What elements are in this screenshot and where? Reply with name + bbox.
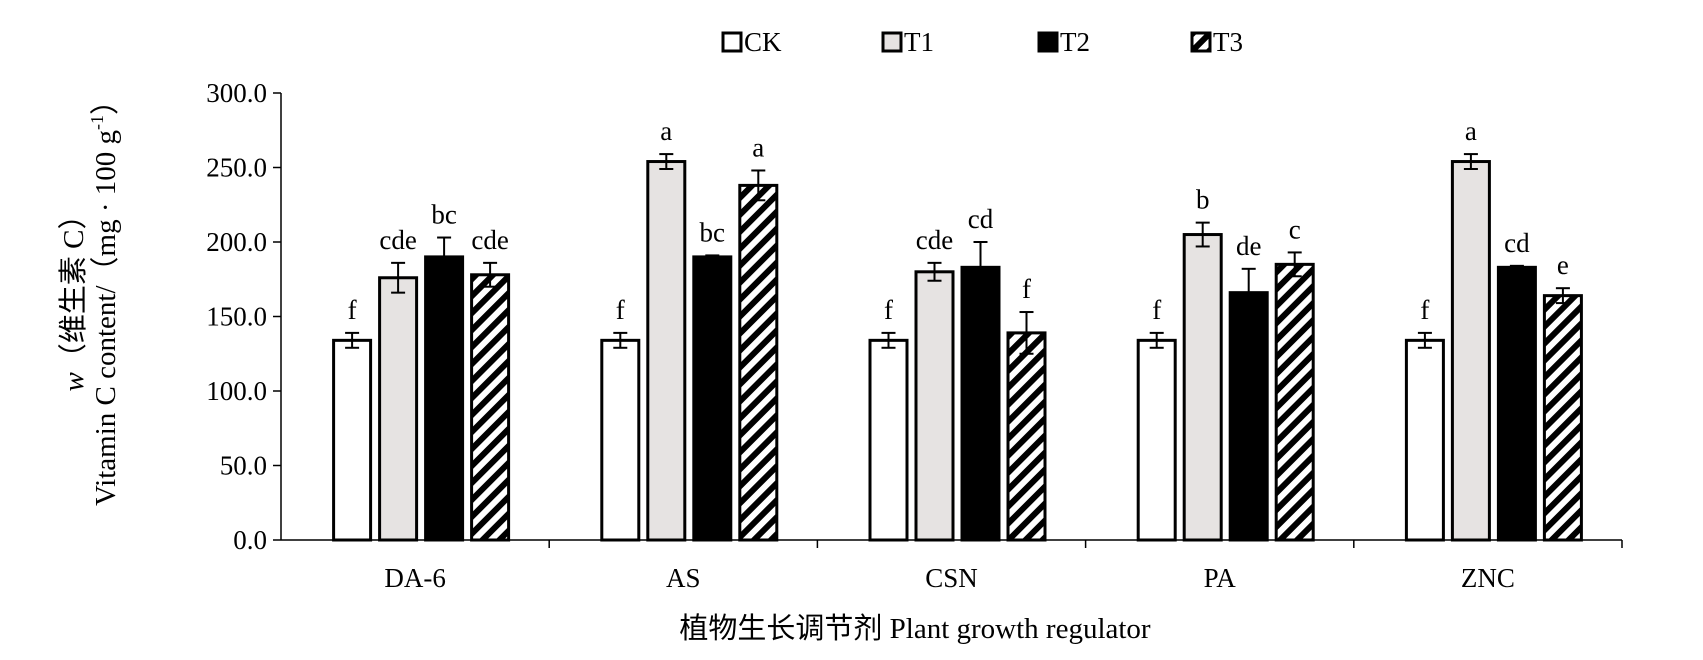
bar-t3 xyxy=(470,273,511,542)
significance-letter: a xyxy=(660,116,672,146)
y-tick-label: 200.0 xyxy=(206,227,267,257)
x-axis-label: 植物生长调节剂 Plant growth regulator xyxy=(679,612,1151,645)
significance-letter: f xyxy=(1152,295,1161,325)
bar-t1 xyxy=(1182,233,1223,542)
bar-t1 xyxy=(914,270,955,542)
bar-t3 xyxy=(738,183,779,542)
category-label: PA xyxy=(1204,563,1237,593)
legend-label-t3: T3 xyxy=(1213,27,1243,57)
y-tick-label: 100.0 xyxy=(206,376,267,406)
significance-letter: cd xyxy=(968,204,994,234)
legend-swatch-t1 xyxy=(881,31,903,53)
bar-t2 xyxy=(692,255,733,542)
bar-ck xyxy=(868,338,909,542)
legend: CK T1 T2 T3 xyxy=(721,27,1243,57)
y-tick-label: 0.0 xyxy=(233,525,267,555)
bar-t3 xyxy=(1006,331,1047,542)
y-axis-label-line1-text: （维生素 C） xyxy=(57,201,90,373)
legend-label-t2: T2 xyxy=(1060,27,1090,57)
bar-t1 xyxy=(646,160,687,542)
y-axis-label: w（维生素 C） Vitamin C content/（mg · 100 g-1… xyxy=(57,86,122,506)
bar-t1 xyxy=(378,276,419,542)
category-labels: DA-6 AS CSN PA ZNC xyxy=(384,563,1515,593)
significance-letter: cde xyxy=(379,225,416,255)
y-axis-label-line2-text: Vitamin C content/（mg · 100 g xyxy=(90,130,122,506)
legend-swatch-t3 xyxy=(1190,31,1212,53)
y-tick-label: 50.0 xyxy=(220,451,267,481)
significance-letter: f xyxy=(1022,274,1031,304)
significance-letter: f xyxy=(348,295,357,325)
significance-letter: bc xyxy=(431,200,457,230)
y-axis-label-line1: w（维生素 C） xyxy=(57,201,90,392)
y-tick-label: 300.0 xyxy=(206,78,267,108)
bar-ck xyxy=(600,338,641,542)
significance-letter: e xyxy=(1557,250,1569,280)
bar-ck xyxy=(1404,338,1445,542)
category-label: DA-6 xyxy=(384,563,446,593)
significance-letter: cd xyxy=(1504,228,1530,258)
axes: 0.0 50.0 100.0 150.0 200.0 250.0 300.0 xyxy=(206,78,1623,555)
significance-letter: f xyxy=(884,295,893,325)
significance-letter: f xyxy=(616,295,625,325)
significance-letter: b xyxy=(1196,185,1210,215)
y-axis-label-line2: Vitamin C content/（mg · 100 g-1） xyxy=(87,86,122,506)
bar-t2 xyxy=(1228,291,1269,542)
significance-letter: cde xyxy=(916,225,953,255)
significance-letter: cde xyxy=(471,225,508,255)
bar-t3 xyxy=(1274,262,1315,542)
bar-t3 xyxy=(1542,294,1583,542)
y-axis-label-superscript: -1 xyxy=(87,115,107,130)
bar-t1 xyxy=(1450,160,1491,542)
significance-letter: f xyxy=(1420,295,1429,325)
significance-letter: a xyxy=(752,132,764,162)
y-tick-label: 250.0 xyxy=(206,153,267,183)
y-tick-label: 150.0 xyxy=(206,302,267,332)
category-label: CSN xyxy=(925,563,978,593)
significance-letter: bc xyxy=(700,217,726,247)
category-label: ZNC xyxy=(1461,563,1515,593)
significance-letter: a xyxy=(1465,116,1477,146)
legend-swatch-ck xyxy=(721,31,743,53)
y-axis-label-line2-end: ） xyxy=(90,86,122,115)
y-axis-label-symbol: w xyxy=(58,371,90,391)
bar-ck xyxy=(332,338,373,542)
legend-swatch-t2 xyxy=(1037,31,1059,53)
bar-t2 xyxy=(960,265,1001,542)
category-label: AS xyxy=(666,563,701,593)
significance-letter: c xyxy=(1289,214,1301,244)
bar-t2 xyxy=(1496,265,1537,542)
bar-t2 xyxy=(424,255,465,542)
legend-label-t1: T1 xyxy=(904,27,934,57)
legend-label-ck: CK xyxy=(744,27,782,57)
bar-ck xyxy=(1136,338,1177,542)
significance-letter: de xyxy=(1236,231,1262,261)
